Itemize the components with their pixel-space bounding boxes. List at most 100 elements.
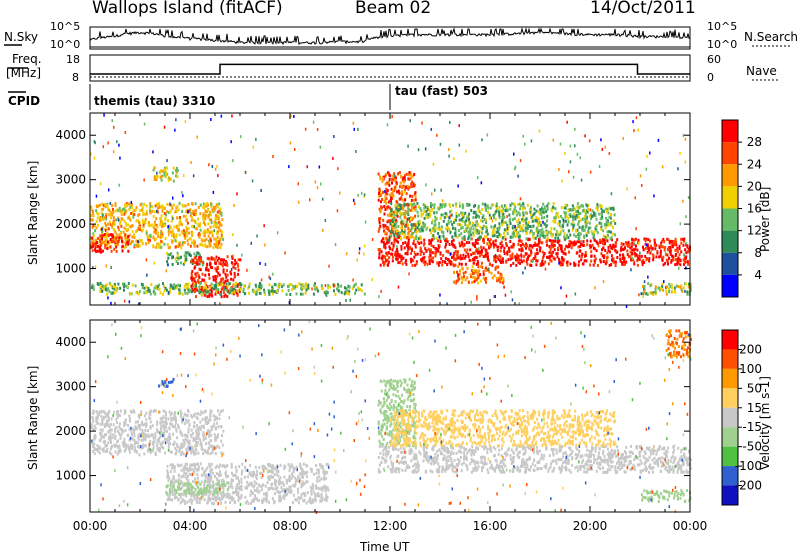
velocity-cell	[158, 449, 161, 453]
power-cell	[203, 231, 206, 235]
velocity-cell	[91, 442, 94, 446]
power-cell	[125, 227, 128, 231]
power-cell	[402, 212, 405, 216]
power-cell	[104, 288, 107, 291]
velocity-cell	[147, 429, 150, 433]
power-cell	[97, 204, 100, 208]
power-cell	[205, 214, 208, 217]
power-cell	[392, 224, 395, 228]
power-cell	[592, 263, 595, 267]
velocity-cell	[215, 417, 218, 421]
power-cell	[116, 208, 119, 212]
power-cell	[397, 189, 400, 193]
power-speckle	[524, 266, 526, 270]
power-cell	[458, 223, 461, 227]
power-cell	[441, 260, 444, 264]
power-cell	[406, 251, 409, 255]
power-cell	[578, 231, 580, 235]
power-cell	[417, 223, 420, 227]
power-cell	[100, 250, 103, 254]
power-cell	[596, 208, 599, 212]
power-cell	[539, 246, 542, 250]
power-cell	[386, 253, 389, 257]
power-cell	[522, 223, 525, 227]
power-cell	[149, 235, 152, 239]
velocity-cell	[214, 452, 217, 455]
power-cell	[404, 178, 406, 182]
power-cell	[381, 179, 384, 183]
power-cell	[468, 258, 471, 262]
velocity-cell	[149, 451, 152, 455]
power-cell	[98, 249, 101, 253]
power-cell	[149, 239, 151, 242]
velocity-cell	[204, 409, 207, 413]
power-speckle	[244, 170, 247, 174]
velocity-cell	[95, 419, 98, 423]
power-cell	[104, 205, 107, 209]
velocity-cell	[208, 446, 211, 450]
power-cell	[532, 231, 535, 235]
power-cell	[486, 252, 489, 255]
velocity-cell	[124, 429, 127, 433]
power-cell	[379, 263, 382, 267]
power-cell	[534, 243, 537, 247]
power-cell	[223, 258, 225, 262]
velocity-cell	[154, 453, 157, 456]
power-cell	[541, 241, 544, 245]
power-speckle	[569, 160, 572, 164]
power-cell	[206, 230, 209, 234]
power-cell	[588, 214, 591, 218]
power-speckle	[397, 285, 400, 289]
power-cell	[183, 254, 186, 258]
power-cell	[141, 285, 144, 289]
velocity-cell	[151, 448, 154, 452]
power-cell	[612, 225, 614, 229]
power-cell	[463, 242, 466, 246]
power-cell	[184, 214, 187, 218]
power-cell	[386, 213, 389, 217]
power-cell	[405, 220, 408, 224]
power-cell	[390, 202, 393, 206]
power-cell	[382, 177, 384, 180]
power-cell	[606, 207, 609, 211]
power-cell	[572, 214, 575, 218]
power-cell	[144, 212, 146, 216]
power-cell	[149, 224, 152, 228]
velocity-cell	[200, 410, 203, 414]
power-speckle	[363, 244, 366, 248]
power-cell	[113, 288, 116, 291]
power-cell	[558, 239, 561, 243]
power-cell	[202, 286, 205, 290]
power-cell	[440, 227, 443, 231]
power-cell	[578, 260, 581, 264]
power-cell	[536, 252, 539, 255]
power-cell	[400, 211, 403, 215]
power-cell	[521, 218, 524, 222]
power-cell	[154, 286, 157, 290]
power-cell	[519, 227, 522, 231]
power-cell	[171, 171, 174, 175]
velocity-cell	[105, 433, 108, 437]
power-cell	[472, 233, 475, 237]
velocity-cell	[156, 428, 159, 432]
power-speckle	[449, 120, 451, 124]
power-cell	[424, 260, 427, 264]
power-cell	[400, 222, 403, 226]
power-cell	[99, 238, 102, 242]
power-speckle	[645, 167, 648, 171]
power-speckle	[306, 165, 308, 169]
velocity-cell	[162, 424, 165, 428]
power-cell	[596, 264, 599, 267]
power-cell	[304, 291, 307, 295]
power-cell	[232, 278, 235, 282]
power-cell	[406, 223, 409, 227]
power-cell	[465, 250, 468, 254]
power-speckle	[448, 154, 450, 158]
power-cell	[648, 247, 651, 251]
power-cell	[281, 289, 284, 293]
beam-title: Beam 02	[355, 0, 432, 18]
power-cell	[254, 283, 257, 287]
power-cell	[237, 258, 240, 262]
power-cell	[386, 189, 389, 192]
power-cell	[106, 227, 109, 231]
